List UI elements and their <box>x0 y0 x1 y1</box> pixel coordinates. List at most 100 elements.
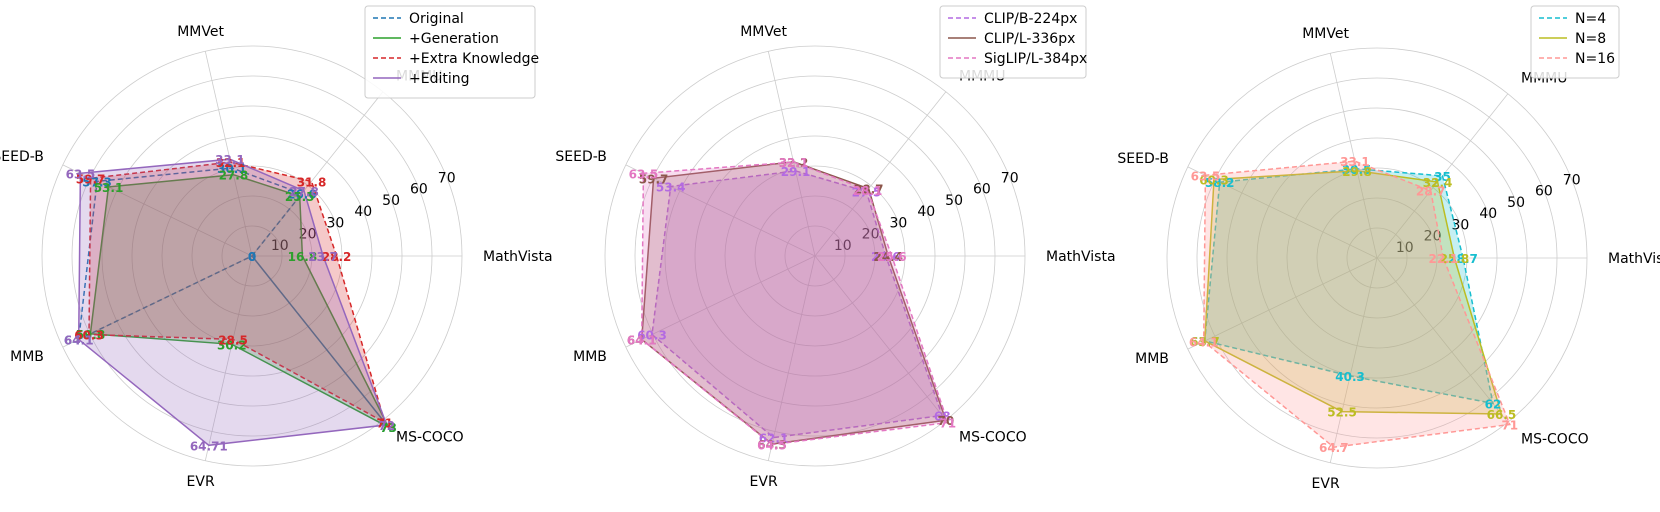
data-label: 32.1 <box>779 156 809 170</box>
data-label: 25.5 <box>285 190 315 204</box>
data-label: 27.5 <box>852 186 882 200</box>
data-label: 64.7 <box>1319 441 1349 455</box>
data-label: 59.8 <box>76 328 106 342</box>
data-label: 60.3 <box>637 329 667 343</box>
data-label: 62.1 <box>759 432 789 446</box>
axis-label: SEED-B <box>555 149 607 165</box>
legend-label: Original <box>409 11 464 27</box>
radial-tick-label: 50 <box>1507 195 1525 211</box>
data-label: 63.5 <box>1191 169 1221 183</box>
axis-label: MS-COCO <box>959 430 1027 446</box>
radial-tick-label: 40 <box>354 204 372 220</box>
axis-spoke <box>1187 257 1378 350</box>
data-label: 59.7 <box>76 172 106 186</box>
data-label: 53.4 <box>656 181 686 195</box>
radial-tick-label: 30 <box>1451 217 1469 233</box>
axis-label: SEED-B <box>1117 151 1169 167</box>
data-label: 28.7 <box>1448 252 1478 266</box>
data-labels: 23.6 27.5 29.1 53.4 60.3 62.1 68 24.4 28.7 32.2 59… <box>627 156 956 453</box>
legend-label: SigLIP/L-384px <box>984 51 1087 67</box>
data-label: 63.7 <box>1190 335 1220 349</box>
axis-spoke <box>767 255 816 461</box>
data-label: 29.1 <box>781 165 811 179</box>
axis-label: MMB <box>1135 351 1169 367</box>
data-label: 32.2 <box>779 156 809 170</box>
radial-tick-label: 70 <box>1001 170 1019 186</box>
radial-tick-label: 30 <box>889 215 907 231</box>
axis-label: EVR <box>1312 476 1340 492</box>
radar-chart-1: 10203040506070MathVistaMMMUMMVetSEED-BMM… <box>0 5 553 490</box>
data-label: 25.6 <box>877 250 907 264</box>
legend-label: CLIP/L-336px <box>984 31 1075 47</box>
axis-label: SEED-B <box>0 149 44 165</box>
radial-tick-label: 60 <box>1535 184 1553 200</box>
data-label: 57.3 <box>82 175 112 189</box>
radial-tick-label: 60 <box>973 182 991 198</box>
data-label: 33.1 <box>1340 155 1370 169</box>
data-label: 28.5 <box>218 333 248 347</box>
axis-label: MMVet <box>177 24 224 40</box>
axis-spoke <box>1376 257 1509 423</box>
data-label: 60.3 <box>74 329 104 343</box>
axis-label: MS-COCO <box>396 430 464 446</box>
series-line-3 <box>88 161 387 425</box>
data-label: 25.8 <box>1440 252 1470 266</box>
data-label: 22.1 <box>1428 252 1458 266</box>
series-layer <box>1202 160 1511 448</box>
radial-tick-label: 10 <box>1396 240 1414 256</box>
series-line-3 <box>640 161 949 446</box>
series-layer <box>77 158 391 447</box>
legend-label: N=8 <box>1575 31 1606 47</box>
legend-box <box>364 5 536 99</box>
axis-label: MMVet <box>1302 26 1349 42</box>
data-label: 0 <box>248 250 256 264</box>
data-label: 64.1 <box>1189 335 1219 349</box>
axis-spoke <box>767 51 816 257</box>
data-label: 71 <box>376 417 393 431</box>
data-label: 64.1 <box>64 333 94 347</box>
data-label: 52.5 <box>1327 406 1357 420</box>
data-label: 40.3 <box>1335 370 1365 384</box>
axis-spoke <box>204 51 253 257</box>
grid: 10203040506070MathVistaMMMUMMVetSEED-BMM… <box>555 24 1115 490</box>
data-label: 64.71 <box>190 439 228 453</box>
legend-label: +Editing <box>409 71 470 87</box>
axis-label: MathVista <box>1608 251 1660 267</box>
axis-spoke <box>814 91 947 257</box>
data-label: 35 <box>1434 170 1451 184</box>
legend-label: +Generation <box>409 31 499 47</box>
legend: Original +Generation +Extra Knowledge +Edit… <box>364 5 539 99</box>
axis-label: MathVista <box>483 249 553 265</box>
data-label: 32.1 <box>216 156 246 170</box>
axis-label: MMVet <box>740 24 787 40</box>
legend-box <box>939 5 1087 79</box>
data-label: 64.1 <box>627 333 657 347</box>
radial-tick-label: 60 <box>410 182 428 198</box>
radial-tick-label: 40 <box>917 204 935 220</box>
axis-spoke <box>625 255 816 348</box>
data-label: 32.4 <box>1423 176 1453 190</box>
radial-tick-label: 30 <box>326 215 344 231</box>
radial-tick-label: 20 <box>1424 229 1442 245</box>
axis-label: MathVista <box>1046 249 1116 265</box>
radial-tick-label: 50 <box>945 193 963 209</box>
data-label: 30.2 <box>217 338 247 352</box>
data-label: 30.1 <box>217 162 247 176</box>
data-label: 64.1 <box>627 333 657 347</box>
radial-tick-label: 50 <box>382 193 400 209</box>
data-label: 60.3 <box>1199 174 1229 188</box>
data-label: 53.1 <box>94 181 124 195</box>
data-label: 28.2 <box>322 250 352 264</box>
axis-spoke <box>204 255 253 461</box>
axis-spoke <box>814 255 947 421</box>
data-label: 71 <box>1501 419 1518 433</box>
legend: N=4 N=8 N=16 <box>1530 5 1620 79</box>
data-label: 71 <box>939 417 956 431</box>
legend-label: +Extra Knowledge <box>409 51 539 67</box>
radar-chart-3: 10203040506070MathVistaMMMUMMVetSEED-BMM… <box>1117 5 1660 492</box>
data-label: 24.4 <box>873 250 903 264</box>
data-label: 70 <box>938 414 955 428</box>
data-label: 28.7 <box>854 183 884 197</box>
radial-tick-label: 70 <box>438 170 456 186</box>
